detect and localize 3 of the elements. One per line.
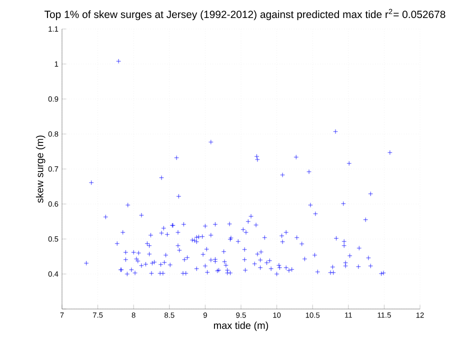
x-axis-title: max tide (m) [214, 322, 268, 331]
y-axis-title: skew surge (m) [36, 136, 46, 203]
chart-title: Top 1% of skew surges at Jersey (1992-2012) against predicted max tide r$^{2}$= 0.052678 [44, 8, 446, 20]
